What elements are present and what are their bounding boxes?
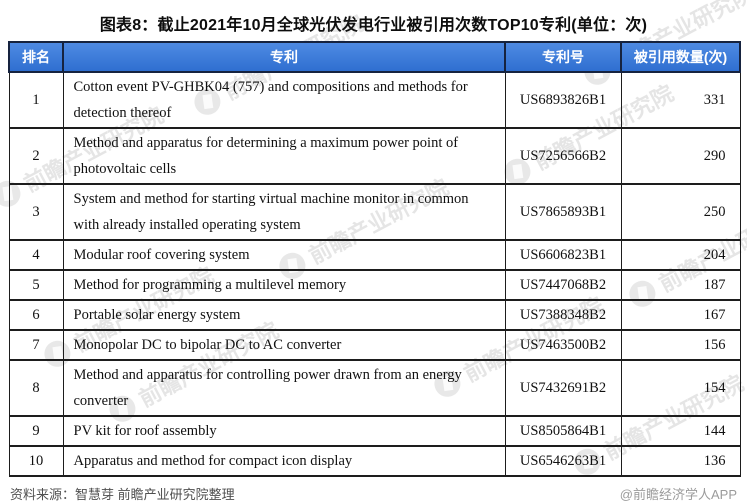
- rank-cell: 9: [8, 415, 64, 447]
- citation-count-cell: 136: [620, 445, 741, 477]
- patent-number-cell: US8505864B1: [504, 415, 622, 447]
- patent-title-cell: Monopolar DC to bipolar DC to AC convert…: [62, 329, 506, 361]
- table-row: 10 Apparatus and method for compact icon …: [8, 445, 741, 477]
- patent-title-cell: PV kit for roof assembly: [62, 415, 506, 447]
- patent-number-cell: US6893826B1: [504, 71, 622, 129]
- rank-cell: 6: [8, 299, 64, 331]
- figure-title: 图表8：截止2021年10月全球光伏发电行业被引用次数TOP10专利(单位：次): [99, 17, 648, 34]
- table-header-row: 排名 专利 专利号 被引用数量(次): [8, 41, 741, 73]
- source-note: 资料来源：智慧芽 前瞻产业研究院整理: [10, 487, 235, 502]
- citation-count-cell: 144: [620, 415, 741, 447]
- patent-title-cell: Method and apparatus for determining a m…: [62, 127, 506, 185]
- rank-cell: 8: [8, 359, 64, 417]
- rank-cell: 1: [8, 71, 64, 129]
- table-row: 7 Monopolar DC to bipolar DC to AC conver…: [8, 329, 741, 361]
- patent-number-cell: US7865893B1: [504, 183, 622, 241]
- citation-count-cell: 204: [620, 239, 741, 271]
- patent-title-cell: Method and apparatus for controlling pow…: [62, 359, 506, 417]
- patent-number-cell: US7256566B2: [504, 127, 622, 185]
- patent-title-cell: Apparatus and method for compact icon di…: [62, 445, 506, 477]
- citation-count-cell: 167: [620, 299, 741, 331]
- figure-footer: 资料来源：智慧芽 前瞻产业研究院整理 @前瞻经济学人APP: [10, 484, 737, 503]
- citation-count-cell: 156: [620, 329, 741, 361]
- col-header-patent: 专利: [62, 41, 506, 73]
- rank-cell: 4: [8, 239, 64, 271]
- patent-number-cell: US7388348B2: [504, 299, 622, 331]
- patent-number-cell: US7447068B2: [504, 269, 622, 301]
- table-row: 6 Portable solar energy system US7388348B2…: [8, 299, 741, 331]
- table-row: 2 Method and apparatus for determining a …: [8, 127, 741, 185]
- rank-cell: 3: [8, 183, 64, 241]
- table-row: 8 Method and apparatus for controlling po…: [8, 359, 741, 417]
- patent-title-cell: Portable solar energy system: [62, 299, 506, 331]
- patent-number-cell: US7432691B2: [504, 359, 622, 417]
- col-header-rank: 排名: [8, 41, 64, 73]
- citation-count-cell: 331: [620, 71, 741, 129]
- table-row: 9 PV kit for roof assembly US8505864B1 144: [8, 415, 741, 447]
- citation-count-cell: 187: [620, 269, 741, 301]
- brand-note: @前瞻经济学人APP: [619, 487, 737, 502]
- patent-number-cell: US6606823B1: [504, 239, 622, 271]
- patent-citations-table: 排名 专利 专利号 被引用数量(次) 1 Cotton event PV-GHBK…: [8, 41, 741, 477]
- citation-count-cell: 154: [620, 359, 741, 417]
- patent-title-cell: Cotton event PV-GHBK04 (757) and composi…: [62, 71, 506, 129]
- citation-count-cell: 250: [620, 183, 741, 241]
- patent-title-cell: Modular roof covering system: [62, 239, 506, 271]
- patent-number-cell: US7463500B2: [504, 329, 622, 361]
- table-row: 3 System and method for starting virtual …: [8, 183, 741, 241]
- table-row: 1 Cotton event PV-GHBK04 (757) and compos…: [8, 71, 741, 129]
- rank-cell: 2: [8, 127, 64, 185]
- rank-cell: 10: [8, 445, 64, 477]
- table-row: 5 Method for programming a multilevel mem…: [8, 269, 741, 301]
- patent-number-cell: US6546263B1: [504, 445, 622, 477]
- patent-title-cell: System and method for starting virtual m…: [62, 183, 506, 241]
- table-row: 4 Modular roof covering system US6606823B1…: [8, 239, 741, 271]
- rank-cell: 7: [8, 329, 64, 361]
- col-header-citations: 被引用数量(次): [620, 41, 741, 73]
- col-header-patent-number: 专利号: [504, 41, 622, 73]
- patent-title-cell: Method for programming a multilevel memo…: [62, 269, 506, 301]
- rank-cell: 5: [8, 269, 64, 301]
- citation-count-cell: 290: [620, 127, 741, 185]
